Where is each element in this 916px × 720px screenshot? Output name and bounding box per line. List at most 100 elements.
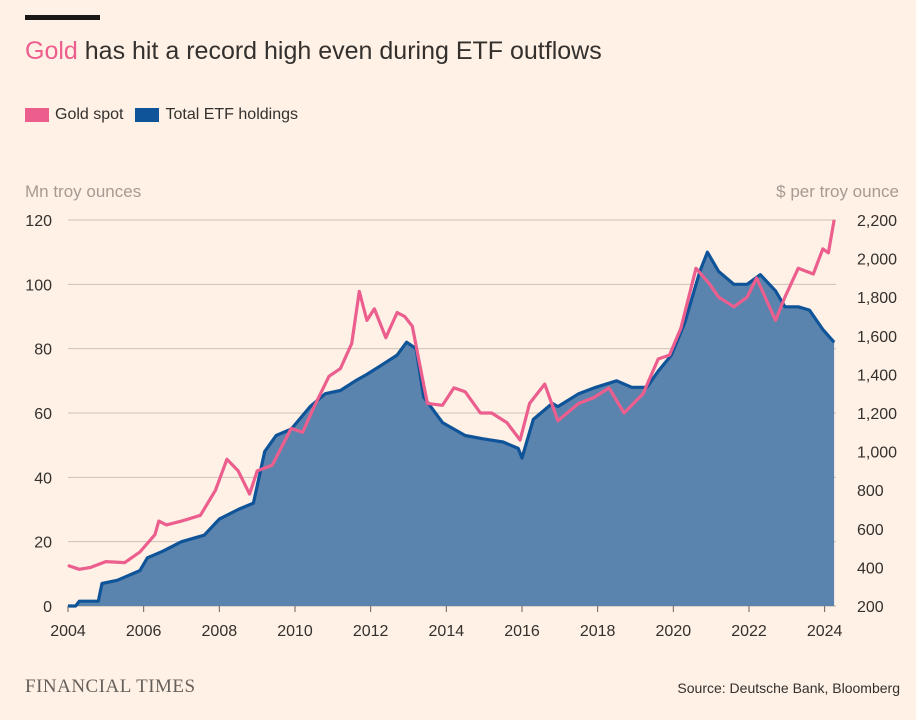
etf-point — [423, 396, 425, 398]
gold-spot-point — [746, 296, 748, 298]
right-tick-label: 1,200 — [857, 406, 897, 423]
etf-point — [101, 583, 103, 584]
gold-spot-point — [271, 464, 273, 466]
etf-point — [746, 283, 748, 285]
etf-point — [406, 341, 408, 343]
top-accent-bar — [25, 15, 100, 20]
etf-point — [146, 557, 148, 559]
x-tick-label: 2020 — [656, 623, 692, 640]
etf-point — [237, 509, 239, 510]
gold-spot-point — [797, 267, 799, 269]
legend-swatch-etf — [135, 108, 160, 122]
gold-spot-point — [784, 296, 786, 298]
etf-point — [733, 283, 735, 285]
right-tick-label: 200 — [857, 599, 884, 616]
etf-point — [324, 393, 326, 395]
gold-spot-point — [154, 534, 156, 536]
gold-spot-point — [290, 427, 292, 429]
gold-spot-point — [124, 562, 126, 564]
x-tick-label: 2004 — [50, 623, 86, 640]
right-tick-label: 1,600 — [857, 329, 897, 346]
gold-spot-point — [249, 493, 251, 495]
gold-spot-point — [181, 520, 182, 522]
etf-point — [162, 550, 164, 552]
gold-spot-point — [328, 375, 330, 377]
etf-point — [309, 406, 311, 408]
gold-spot-point — [775, 319, 776, 321]
source-note: Source: Deutsche Bank, Bloomberg — [677, 680, 900, 696]
etf-point — [366, 373, 368, 375]
left-tick-label: 100 — [25, 277, 52, 294]
gold-spot-point — [491, 412, 493, 414]
x-tick-label: 2008 — [202, 623, 238, 640]
etf-point — [718, 271, 720, 272]
right-tick-label: 800 — [857, 483, 884, 500]
legend-item-gold: Gold spot — [25, 106, 123, 124]
right-tick-label: 2,200 — [857, 213, 897, 230]
x-tick-label: 2006 — [126, 623, 162, 640]
etf-point — [833, 341, 835, 343]
gold-spot-point — [237, 470, 239, 472]
chart-legend: Gold spot Total ETF holdings — [25, 106, 310, 124]
gold-spot-point — [358, 290, 360, 292]
gold-spot-point — [642, 393, 644, 395]
etf-point — [657, 370, 659, 372]
gold-spot-point — [608, 387, 610, 389]
legend-label-gold: Gold spot — [55, 106, 124, 123]
gold-spot-point — [351, 343, 353, 344]
etf-point — [797, 306, 799, 308]
left-tick-label: 0 — [43, 599, 52, 616]
etf-point — [139, 570, 141, 572]
etf-point — [442, 422, 443, 424]
gold-spot-point — [669, 354, 670, 356]
etf-point — [481, 438, 483, 440]
gold-spot-point — [226, 458, 228, 460]
gold-spot-point — [827, 252, 829, 254]
etf-point — [275, 435, 277, 436]
x-tick-label: 2022 — [731, 623, 767, 640]
left-tick-label: 120 — [25, 213, 52, 230]
etf-point — [684, 322, 686, 324]
right-tick-label: 2,000 — [857, 252, 897, 269]
etf-point — [578, 393, 580, 395]
legend-item-etf: Total ETF holdings — [135, 106, 298, 124]
gold-spot-point — [708, 283, 710, 285]
left-tick-label: 80 — [34, 342, 52, 359]
ft-brand: FINANCIAL TIMES — [25, 676, 196, 697]
gold-spot-point — [733, 306, 735, 308]
axis-labels: 0 20 40 60 80 100 120 200 400 600 800 1,000 1,200 1,4… — [25, 182, 899, 640]
gold-spot-point — [139, 551, 141, 553]
etf-point — [464, 435, 466, 436]
gold-spot-point — [464, 391, 466, 393]
gold-spot-point — [426, 402, 428, 404]
gold-spot-point — [339, 368, 341, 370]
gold-spot-point — [479, 412, 481, 414]
page-title: Gold has hit a record high even during E… — [25, 36, 602, 66]
legend-swatch-gold — [25, 108, 49, 122]
gold-spot-point — [313, 406, 315, 408]
gold-spot-point — [78, 568, 80, 570]
etf-point — [97, 600, 99, 602]
gold-spot-point — [812, 273, 814, 275]
gold-spot-point — [822, 248, 824, 250]
gold-spot-point — [199, 514, 201, 516]
gold-spot-point — [557, 420, 559, 422]
etf-point — [775, 290, 776, 292]
gold-spot-point — [695, 267, 697, 269]
left-tick-label: 40 — [34, 470, 52, 487]
right-axis-label: $ per troy ounce — [776, 182, 899, 201]
gold-spot-point — [680, 327, 682, 329]
gold-spot-point — [404, 316, 406, 317]
x-tick-label: 2014 — [429, 623, 465, 640]
etf-point — [517, 447, 519, 449]
right-tick-label: 1,400 — [857, 367, 897, 384]
title-rest: has hit a record high even during ETF ou… — [77, 37, 602, 65]
etf-point — [809, 309, 810, 311]
x-tick-label: 2012 — [353, 623, 389, 640]
left-tick-label: 60 — [34, 406, 52, 423]
title-highlight: Gold — [25, 37, 78, 65]
gold-spot-point — [302, 431, 304, 433]
gold-spot-point — [373, 308, 375, 310]
gold-spot-point — [411, 325, 413, 327]
etf-point — [396, 354, 398, 356]
